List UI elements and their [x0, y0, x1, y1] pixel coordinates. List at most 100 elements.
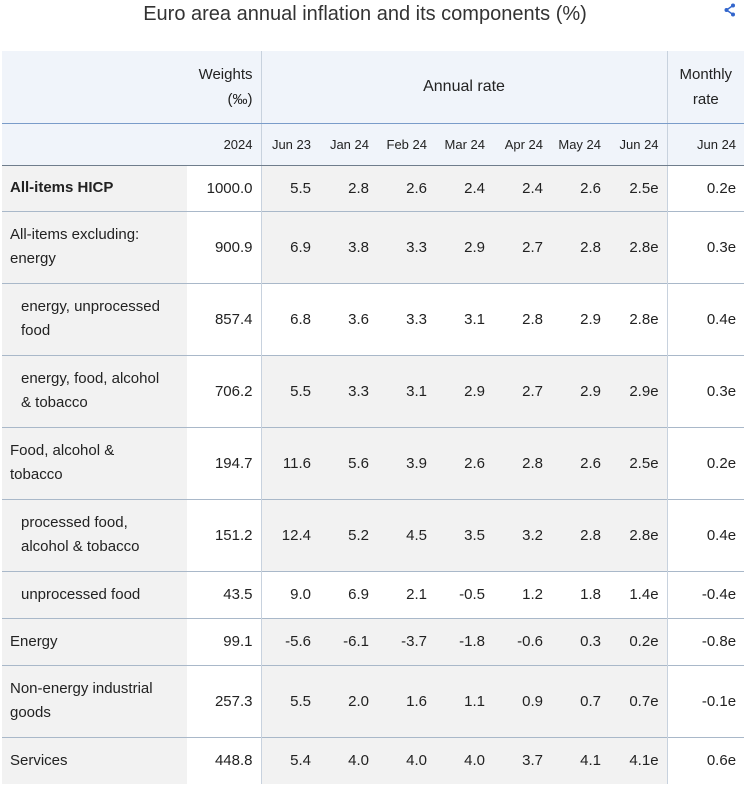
annual-rate-cell: 0.3 — [551, 617, 609, 665]
weight-cell: 448.8 — [187, 736, 262, 784]
annual-rate-cell: 4.0 — [319, 736, 377, 784]
table-title: Euro area annual inflation and its compo… — [143, 3, 587, 25]
weight-cell: 194.7 — [187, 426, 262, 499]
annual-rate-cell: 2.6 — [377, 165, 435, 211]
weight-cell: 99.1 — [187, 617, 262, 665]
monthly-period-header: Jun 24 — [667, 122, 745, 166]
annual-rate-cell: 4.0 — [435, 736, 493, 784]
annual-rate-cell: 2.8 — [319, 165, 377, 211]
latest-annual-rate-cell: 2.8e — [609, 282, 668, 355]
annual-rate-cell: 4.5 — [377, 498, 435, 571]
annual-rate-cell: -3.7 — [377, 617, 435, 665]
weights-header-line1: Weights — [198, 65, 253, 83]
weight-cell: 857.4 — [187, 282, 262, 355]
row-label-line: & tobacco — [21, 394, 88, 411]
annual-rate-cell: 2.8 — [551, 210, 609, 283]
row-label-line: Energy — [10, 632, 58, 650]
table-row: Non-energy industrial goods 257.3 5.5 2.0 1.6… — [2, 664, 745, 737]
annual-rate-cell: 2.8 — [493, 282, 551, 355]
latest-annual-rate-cell: 2.5e — [609, 426, 668, 499]
annual-rate-cell: 3.3 — [319, 354, 377, 427]
monthly-rate-cell: -0.4e — [667, 570, 745, 618]
weight-cell: 706.2 — [187, 354, 262, 427]
header-blank-2 — [2, 122, 187, 166]
table-row: Services 448.8 5.4 4.0 4.0 4.0 3.7 4.1 4.1e 0.6e — [2, 736, 745, 784]
annual-rate-cell: 2.4 — [493, 165, 551, 211]
latest-annual-rate-cell: 2.8e — [609, 210, 668, 283]
table-row: energy, unprocessed food 857.4 6.8 3.6 3.3 3.1… — [2, 282, 745, 355]
annual-rate-cell: 3.9 — [377, 426, 435, 499]
row-label-line: tobacco — [10, 466, 63, 483]
annual-rate-cell: 6.8 — [261, 282, 319, 355]
annual-rate-cell: 2.8 — [493, 426, 551, 499]
annual-rate-cell: 3.7 — [493, 736, 551, 784]
annual-rate-cell: 1.2 — [493, 570, 551, 618]
row-label-line: Food, alcohol & — [10, 442, 115, 459]
annual-rate-cell: -0.5 — [435, 570, 493, 618]
row-label-line: energy, unprocessed — [21, 298, 160, 315]
annual-rate-cell: 5.5 — [261, 165, 319, 211]
annual-rate-cell: 6.9 — [319, 570, 377, 618]
weights-header: Weights (‰) — [187, 51, 262, 124]
period-header: Feb 24 — [377, 122, 435, 166]
monthly-rate-cell: 0.2e — [667, 426, 745, 499]
annual-rate-cell: 1.8 — [551, 570, 609, 618]
row-label: All-items excluding: energy — [2, 210, 187, 283]
table-row: All-items HICP 1000.0 5.5 2.8 2.6 2.4 2.4 2.6 2.… — [2, 165, 745, 211]
annual-rate-cell: 3.1 — [435, 282, 493, 355]
monthly-rate-cell: 0.4e — [667, 498, 745, 571]
monthly-rate-header: Monthly rate — [667, 51, 745, 124]
monthly-rate-cell: 0.3e — [667, 354, 745, 427]
share-icon[interactable] — [722, 2, 738, 18]
header-row-top: Weights (‰) Annual rate Monthly rate — [2, 51, 745, 124]
monthly-rate-cell: 0.6e — [667, 736, 745, 784]
row-label-line: All-items HICP — [10, 179, 114, 196]
row-label-line: alcohol & tobacco — [21, 538, 140, 555]
weight-cell: 257.3 — [187, 664, 262, 737]
period-header: Apr 24 — [493, 122, 551, 166]
annual-rate-cell: 2.9 — [435, 354, 493, 427]
annual-rate-cell: 0.9 — [493, 664, 551, 737]
annual-rate-cell: -0.6 — [493, 617, 551, 665]
table-body: All-items HICP 1000.0 5.5 2.8 2.6 2.4 2.4 2.6 2.… — [2, 165, 745, 784]
period-header: May 24 — [551, 122, 609, 166]
annual-rate-cell: 5.5 — [261, 664, 319, 737]
inflation-table: Weights (‰) Annual rate Monthly rate 202… — [2, 51, 745, 784]
annual-rate-cell: 0.7 — [551, 664, 609, 737]
row-label: Food, alcohol & tobacco — [2, 426, 187, 499]
period-header: Jun 24 — [609, 122, 668, 166]
annual-rate-cell: 1.1 — [435, 664, 493, 737]
period-header: Jun 23 — [261, 122, 319, 166]
weight-cell: 900.9 — [187, 210, 262, 283]
latest-annual-rate-cell: 4.1e — [609, 736, 668, 784]
latest-annual-rate-cell: 2.8e — [609, 498, 668, 571]
header-row-periods: 2024 Jun 23 Jan 24 Feb 24 Mar 24 Apr 24 … — [2, 122, 745, 166]
table-row: All-items excluding: energy 900.9 6.9 3.8 3.3… — [2, 210, 745, 283]
annual-rate-cell: 6.9 — [261, 210, 319, 283]
annual-rate-cell: 2.9 — [551, 354, 609, 427]
row-label-line: Services — [10, 751, 68, 769]
table-row: unprocessed food 43.5 9.0 6.9 2.1 -0.5 1.2 1.8 1… — [2, 570, 745, 618]
row-label-line: Non-energy industrial — [10, 680, 153, 697]
row-label-line: energy, food, alcohol — [21, 370, 160, 387]
row-label: unprocessed food — [2, 570, 187, 618]
monthly-header-line1: Monthly — [679, 65, 733, 83]
annual-rate-cell: 5.4 — [261, 736, 319, 784]
row-label: energy, food, alcohol & tobacco — [2, 354, 187, 427]
row-label-line: All-items excluding: — [10, 226, 140, 243]
annual-rate-cell: 5.2 — [319, 498, 377, 571]
annual-rate-cell: 3.1 — [377, 354, 435, 427]
weight-cell: 43.5 — [187, 570, 262, 618]
latest-annual-rate-cell: 2.9e — [609, 354, 668, 427]
row-label: Energy — [2, 617, 187, 665]
row-label: processed food, alcohol & tobacco — [2, 498, 187, 571]
annual-rate-cell: 3.3 — [377, 210, 435, 283]
latest-annual-rate-cell: 1.4e — [609, 570, 668, 618]
annual-rate-cell: -6.1 — [319, 617, 377, 665]
annual-rate-cell: 2.6 — [435, 426, 493, 499]
annual-rate-cell: 9.0 — [261, 570, 319, 618]
row-label-line: unprocessed food — [21, 585, 141, 603]
annual-rate-cell: 3.5 — [435, 498, 493, 571]
annual-rate-cell: 2.9 — [551, 282, 609, 355]
annual-rate-cell: -5.6 — [261, 617, 319, 665]
